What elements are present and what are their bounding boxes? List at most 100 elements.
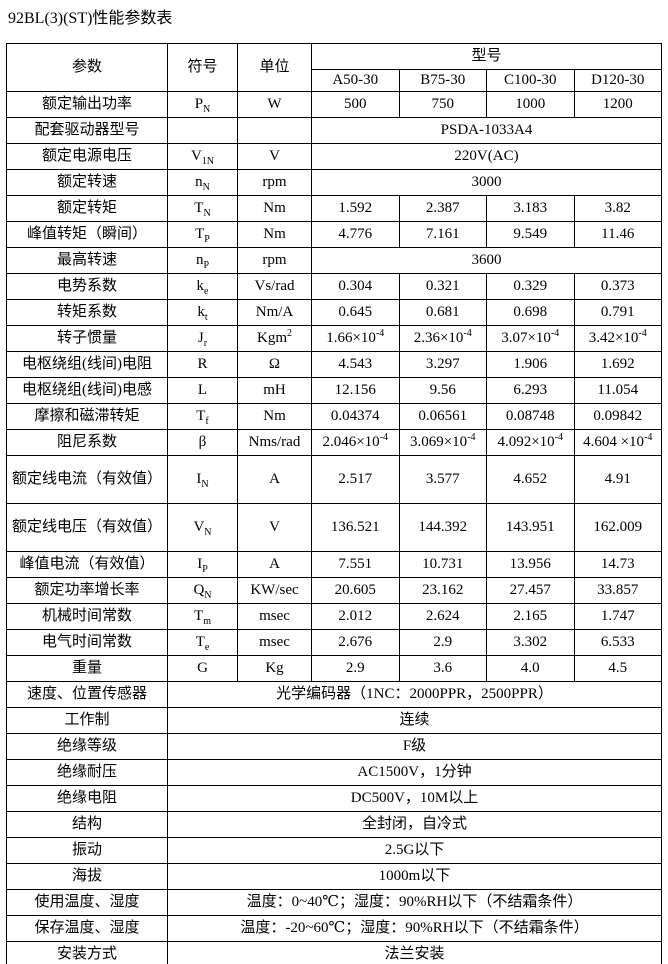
param-label: 电气时间常数 — [6, 629, 168, 656]
table-row: 额定转速 nN rpm 3000 — [6, 169, 663, 196]
header-model-c: C100-30 — [486, 69, 575, 92]
unit-cell: Kg — [237, 655, 312, 682]
value-cell: 27.457 — [486, 577, 575, 604]
header-row-1: 参数 符号 单位 型号 — [6, 43, 663, 92]
param-label: 工作制 — [6, 707, 168, 734]
param-label: 额定线电流（有效值） — [6, 455, 168, 504]
value-cell: 23.162 — [398, 577, 487, 604]
param-label: 重量 — [6, 655, 168, 682]
value-cell: 2.165 — [486, 603, 575, 630]
value-cell: 3.07×10-4 — [486, 325, 575, 352]
value-cell: 10.731 — [398, 551, 487, 578]
unit-cell: Ω — [237, 351, 312, 378]
value-cell: 0.373 — [573, 273, 663, 300]
row-value-full-span: 1000m以下 — [166, 863, 663, 890]
param-label: 额定转矩 — [6, 195, 168, 222]
value-cell: 0.09842 — [573, 403, 663, 430]
table-row: 使用温度、湿度 温度：0~40℃；湿度：90%RH以下（不结霜条件） — [6, 889, 663, 916]
table-row: 绝缘耐压 AC1500V，1分钟 — [6, 759, 663, 786]
symbol-cell: nN — [167, 169, 238, 196]
value-cell: 4.543 — [311, 351, 400, 378]
value-cell: 1.906 — [486, 351, 575, 378]
value-cell: 11.46 — [573, 221, 663, 248]
unit-cell: V — [237, 143, 312, 170]
unit-cell: mH — [237, 377, 312, 404]
symbol-cell: Tf — [167, 403, 238, 430]
value-cell: 0.304 — [311, 273, 400, 300]
value-cell: 33.857 — [573, 577, 663, 604]
table-row: 重量 G Kg 2.9 3.6 4.0 4.5 — [6, 655, 663, 682]
value-cell: 3.577 — [398, 455, 487, 504]
param-label: 安装方式 — [6, 941, 168, 964]
symbol-cell: L — [167, 377, 238, 404]
table-row: 电枢绕组(线间)电阻 R Ω 4.543 3.297 1.906 1.692 — [6, 351, 663, 378]
value-cell: 3.302 — [486, 629, 575, 656]
param-label: 电势系数 — [6, 273, 168, 300]
table-row: 峰值转矩（瞬间） TP Nm 4.776 7.161 9.549 11.46 — [6, 221, 663, 248]
value-cell: 3.42×10-4 — [573, 325, 663, 352]
value-cell: 2.624 — [398, 603, 487, 630]
unit-cell: Nm — [237, 221, 312, 248]
symbol-cell: Tm — [167, 603, 238, 630]
unit-cell: msec — [237, 603, 312, 630]
value-cell: 0.681 — [398, 299, 487, 326]
value-cell: 12.156 — [311, 377, 400, 404]
param-label: 额定转速 — [6, 169, 168, 196]
value-cell: 3.069×10-4 — [398, 429, 487, 456]
param-label: 绝缘电阻 — [6, 785, 168, 812]
table-row: 额定线电流（有效值） IN A 2.517 3.577 4.652 4.91 — [6, 455, 663, 504]
value-cell: 0.04374 — [311, 403, 400, 430]
param-label: 电枢绕组(线间)电感 — [6, 377, 168, 404]
value-cell: 2.012 — [311, 603, 400, 630]
value-cell: 2.517 — [311, 455, 400, 504]
value-cell: 4.652 — [486, 455, 575, 504]
table-row: 电势系数 ke Vs/rad 0.304 0.321 0.329 0.373 — [6, 273, 663, 300]
value-cell: 162.009 — [573, 503, 663, 552]
value-cell: 7.551 — [311, 551, 400, 578]
unit-cell: A — [237, 455, 312, 504]
unit-cell: Nms/rad — [237, 429, 312, 456]
unit-cell: rpm — [237, 169, 312, 196]
header-param: 参数 — [6, 43, 168, 92]
param-label: 额定输出功率 — [6, 91, 168, 118]
table-row: 绝缘等级 F级 — [6, 733, 663, 760]
table-row: 机械时间常数 Tm msec 2.012 2.624 2.165 1.747 — [6, 603, 663, 630]
unit-cell: V — [237, 503, 312, 552]
param-label: 峰值电流（有效值） — [6, 551, 168, 578]
value-cell: 9.56 — [398, 377, 487, 404]
symbol-cell: TP — [167, 221, 238, 248]
value-cell: 1000 — [486, 91, 575, 118]
symbol-cell: Jr — [167, 325, 238, 352]
row-value-full-span: 连续 — [166, 707, 663, 734]
table-row: 阻尼系数 β Nms/rad 2.046×10-4 3.069×10-4 4.092×10… — [6, 429, 663, 456]
param-label: 配套驱动器型号 — [6, 117, 168, 144]
param-label: 速度、位置传感器 — [6, 681, 168, 708]
table-row: 额定转矩 TN Nm 1.592 2.387 3.183 3.82 — [6, 195, 663, 222]
table-row: 结构 全封闭，自冷式 — [6, 811, 663, 838]
symbol-cell: VN — [167, 503, 238, 552]
param-label: 保存温度、湿度 — [6, 915, 168, 942]
value-cell: 0.321 — [398, 273, 487, 300]
header-model-a: A50-30 — [311, 69, 400, 92]
table-row: 海拔 1000m以下 — [6, 863, 663, 890]
row-value-span: 3600 — [310, 247, 663, 274]
value-cell: 3.82 — [573, 195, 663, 222]
param-label: 额定电源电压 — [6, 143, 168, 170]
symbol-cell: TN — [167, 195, 238, 222]
value-cell: 1200 — [573, 91, 663, 118]
value-cell: 1.66×10-4 — [311, 325, 400, 352]
value-cell: 0.08748 — [486, 403, 575, 430]
table-row: 速度、位置传感器 光学编码器（1NC：2000PPR，2500PPR） — [6, 681, 663, 708]
value-cell: 11.054 — [573, 377, 663, 404]
value-cell: 2.046×10-4 — [311, 429, 400, 456]
spec-table-header: 参数 符号 单位 型号 A50-30 B75-30 C100-30 D120-3… — [6, 43, 663, 92]
symbol-cell: Te — [167, 629, 238, 656]
table-row: 摩擦和磁滞转矩 Tf Nm 0.04374 0.06561 0.08748 0.09842 — [6, 403, 663, 430]
param-label: 阻尼系数 — [6, 429, 168, 456]
value-cell: 0.329 — [486, 273, 575, 300]
symbol-cell: G — [167, 655, 238, 682]
row-value-full-span: 全封闭，自冷式 — [166, 811, 663, 838]
param-label: 绝缘等级 — [6, 733, 168, 760]
value-cell: 4.776 — [311, 221, 400, 248]
value-cell: 4.91 — [573, 455, 663, 504]
